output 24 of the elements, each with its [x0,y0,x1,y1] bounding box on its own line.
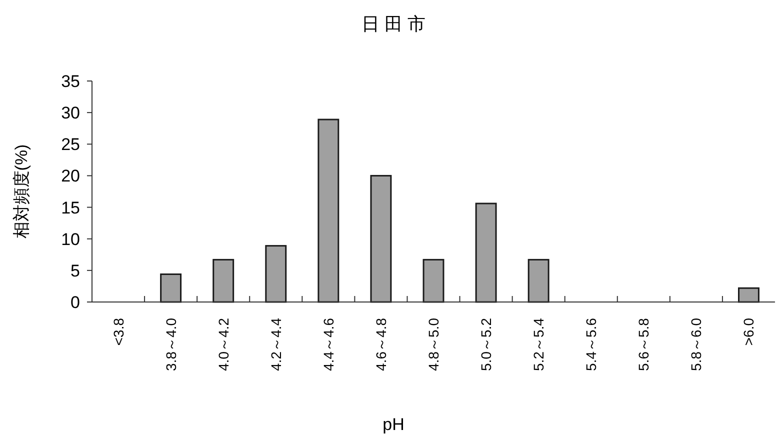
y-axis-title: 相対頻度(%) [12,144,31,239]
y-tick-label: 15 [61,198,80,218]
y-tick-label: 35 [61,72,80,91]
x-tick-label: 5.2～5.4 [530,318,547,371]
y-tick-label: 30 [61,104,80,123]
chart-title: 日 田 市 [361,14,426,34]
x-axis-title: pH [382,415,404,434]
x-tick-label: 4.2～4.4 [268,318,284,371]
x-tick-label: <3.8 [110,318,126,346]
x-tick-label: 3.8～4.0 [162,318,179,371]
y-tick-label: 0 [70,293,80,312]
x-tick-label: 4.6～4.8 [372,318,389,371]
x-tick-label: 4.0～4.2 [215,318,232,371]
x-tick-label: 5.0～5.2 [478,318,494,371]
y-tick-label: 10 [61,230,80,249]
y-tick-label: 20 [61,166,80,186]
x-tick-label: 5.6～5.8 [636,318,652,371]
y-tick-label: 25 [61,135,80,154]
y-tick-label: 5 [70,261,80,280]
x-tick-label: 4.4～4.6 [320,318,336,371]
x-tick-label: 5.4～5.6 [583,318,600,371]
x-tick-label: 4.8～5.0 [426,318,442,371]
x-tick-label: 5.8～6.0 [688,318,704,371]
x-tick-label: >6.0 [740,318,757,346]
